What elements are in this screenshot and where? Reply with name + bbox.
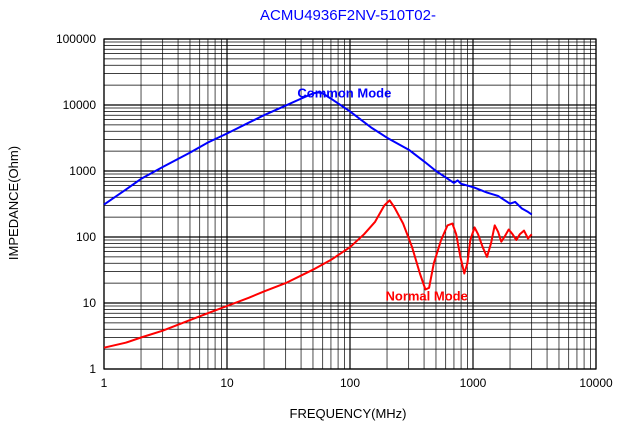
y-axis-label: IMPEDANCE(Ohm) (6, 146, 21, 260)
y-tick-label: 10000 (63, 98, 97, 112)
x-tick-label: 1 (101, 376, 108, 390)
common-mode-label: Common Mode (297, 85, 391, 100)
y-tick-label: 100 (76, 230, 96, 244)
y-tick-labels: 100000 10000 1000 100 10 1 (56, 32, 96, 376)
x-tick-label: 10 (220, 376, 234, 390)
series-annotations: Common Mode Normal Mode (297, 85, 467, 303)
x-tick-label: 1000 (460, 376, 487, 390)
x-tick-labels: 1 10 100 1000 10000 (101, 376, 613, 390)
series-lines (103, 91, 533, 349)
x-tick-label: 10000 (579, 376, 613, 390)
chart-title: ACMU4936F2NV-510T02- (260, 7, 436, 24)
x-tick-label: 100 (340, 376, 360, 390)
x-axis-label: FREQUENCY(MHz) (290, 406, 407, 421)
normal-mode-label: Normal Mode (385, 288, 467, 303)
y-tick-label: 1000 (69, 164, 96, 178)
y-tick-label: 100000 (56, 32, 96, 46)
y-tick-label: 10 (83, 296, 97, 310)
y-tick-label: 1 (89, 362, 96, 376)
normal-mode-series-line (103, 199, 533, 349)
common-mode-series-line (103, 91, 533, 216)
